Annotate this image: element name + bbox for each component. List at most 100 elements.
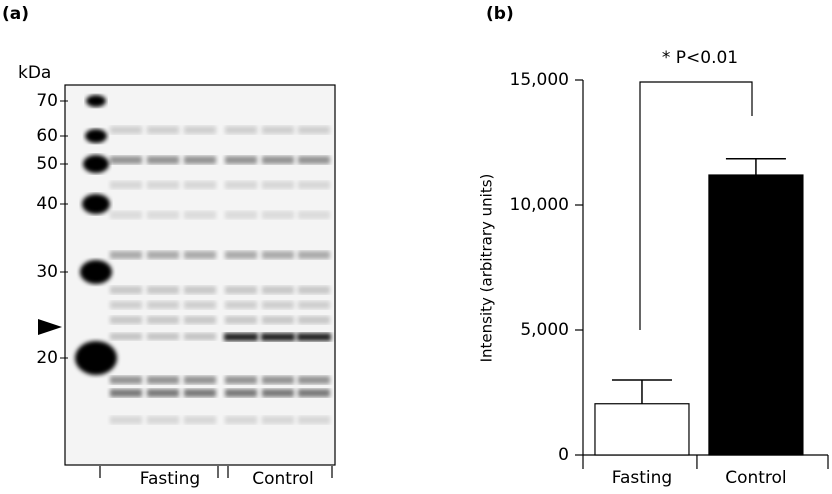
significance-bracket [639,81,753,330]
ladder-band [82,194,110,214]
gel-band [147,416,179,424]
gel-band [225,316,257,324]
bar [708,174,804,456]
gel-band [262,389,294,397]
marker-label: 30 [36,262,58,282]
gel-band [110,389,142,397]
gel-band [225,301,257,309]
gel-band [262,251,294,259]
gel-band [184,181,216,189]
gel-band [298,301,330,309]
gel-band [184,286,216,294]
gel-band [262,301,294,309]
gel-band [262,181,294,189]
gel-band [184,301,216,309]
gel-band [184,251,216,259]
y-tick-label: 15,000 [510,70,569,90]
gel-band [224,333,258,341]
y-tick-label: 10,000 [510,195,569,215]
gel-band [262,376,294,384]
ladder-band [80,260,112,284]
marker-label: 20 [36,348,58,368]
gel-band [298,286,330,294]
gel-band [298,316,330,324]
gel-band [297,333,331,341]
gel-band [262,156,294,164]
gel-band [261,333,295,341]
gel-band [147,211,179,219]
ladder-band [75,341,117,375]
panel-label: (b) [486,4,514,24]
annotation: * P<0.01 [662,48,738,68]
x-tick-label: Fasting [612,468,672,488]
gel-band [298,376,330,384]
gel-band [147,376,179,384]
gel-band [225,181,257,189]
gel-band [225,251,257,259]
gel-band [225,389,257,397]
gel-band [110,376,142,384]
gel-band [298,389,330,397]
gel-band [298,126,330,134]
gel-band [110,286,142,294]
marker-label: 40 [36,194,58,214]
gel-band [298,416,330,424]
bar [594,403,690,456]
gel-band [262,126,294,134]
gel-band [147,316,179,324]
gel-band [225,376,257,384]
gel-band [298,211,330,219]
gel-band [147,333,179,340]
gel-band [262,286,294,294]
y-axis-label: Intensity (arbitrary units) [478,174,496,363]
gel-band [184,126,216,134]
gel-band [110,126,142,134]
y-tick-label: 0 [558,445,569,465]
gel-band [110,333,142,340]
gel-band [110,416,142,424]
gel-band [147,126,179,134]
panel-label: (a) [2,4,29,24]
gel-band [147,286,179,294]
ladder-band [83,155,109,173]
gel-band [110,181,142,189]
gel-band [225,156,257,164]
gel-band [110,301,142,309]
gel-band [184,156,216,164]
gel-band [262,316,294,324]
marker-label: 60 [36,126,58,146]
gel-band [262,416,294,424]
marker-label: 70 [36,91,58,111]
gel-band [147,156,179,164]
gel-band [262,211,294,219]
unit-label: kDa [18,63,51,83]
y-tick-label: 5,000 [520,320,569,340]
gel-band [298,156,330,164]
gel-band [110,316,142,324]
gel-band [147,301,179,309]
gel-band [298,181,330,189]
gel-band [110,211,142,219]
gel-band [184,316,216,324]
gel-band [184,389,216,397]
gel [64,84,336,466]
gel-band [225,211,257,219]
ladder-band [85,129,107,143]
gel-band [225,286,257,294]
lane-brackets [99,466,333,478]
gel-band [225,126,257,134]
arrowhead [38,319,62,335]
lane-label: Control [252,469,313,489]
gel-band [184,333,216,340]
marker-label: 50 [36,154,58,174]
gel-band [184,211,216,219]
gel-band [147,251,179,259]
gel-band [110,251,142,259]
lane-label: Fasting [140,469,200,489]
gel-band [147,181,179,189]
gel-band [298,251,330,259]
ladder-band [86,95,106,107]
x-tick-label: Control [725,468,786,488]
gel-band [225,416,257,424]
